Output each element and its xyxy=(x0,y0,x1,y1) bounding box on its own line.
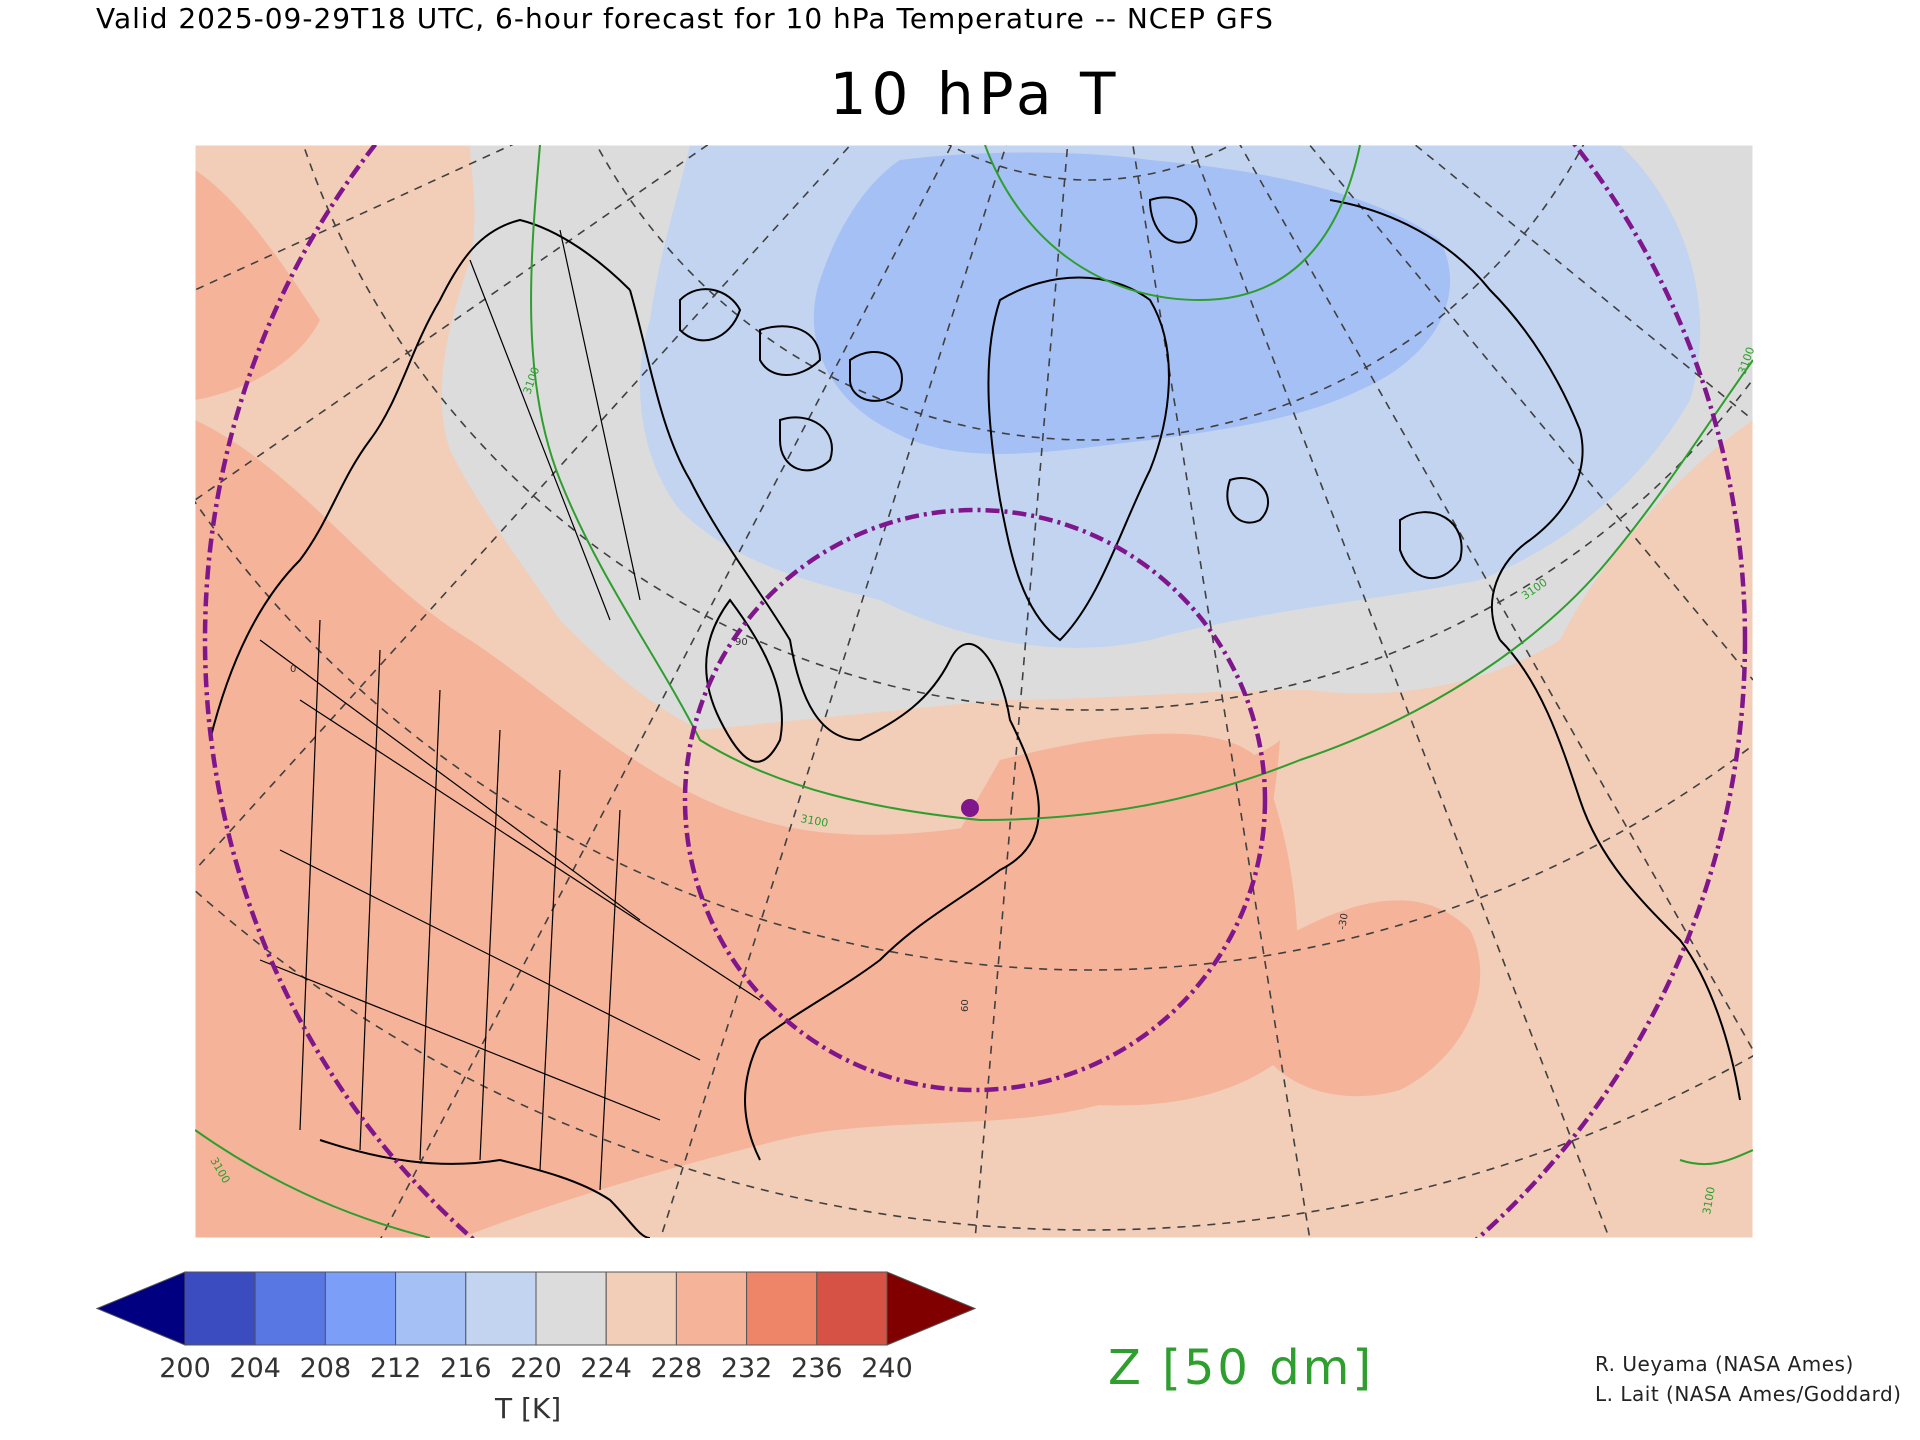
graticule-label-group: 0 60 -30 90 xyxy=(290,637,1351,1012)
colorbar-swatch xyxy=(395,1271,467,1346)
temperature-band-228-232-north-strip xyxy=(195,170,320,400)
map-title: 10 hPa T xyxy=(829,60,1121,128)
contour-label: 3100 xyxy=(799,812,829,830)
temperature-field xyxy=(195,145,1753,1238)
vortex-center-marker xyxy=(961,799,979,817)
colorbar-swatch xyxy=(254,1271,326,1346)
credit-line-1: R. Ueyama (NASA Ames) xyxy=(1595,1352,1854,1376)
colorbar-over-arrow xyxy=(886,1271,977,1346)
graticule-label: -30 xyxy=(1337,913,1351,931)
graticule-label: 90 xyxy=(735,637,748,648)
colorbar-swatch xyxy=(675,1271,748,1346)
colorbar-tick-label: 200 xyxy=(159,1353,211,1384)
colorbar-tick-label: 236 xyxy=(791,1353,843,1384)
colorbar-swatch xyxy=(816,1271,888,1346)
colorbar-tick-label: 220 xyxy=(510,1353,562,1384)
temperature-band-228-232-atlantic xyxy=(936,733,1298,1106)
coastlines xyxy=(209,196,1741,1238)
colorbar-label: T [K] xyxy=(495,1392,562,1425)
political-boundaries xyxy=(259,229,761,1191)
graticule-label: 60 xyxy=(960,999,971,1012)
colorbar xyxy=(95,1271,977,1346)
colorbar-swatch xyxy=(605,1271,677,1346)
temperature-band-228-232-east xyxy=(1250,900,1481,1097)
colorbar-swatch xyxy=(184,1271,256,1346)
latitude-circles xyxy=(195,145,1753,1231)
colorbar-tick-label: 216 xyxy=(440,1353,492,1384)
contour-label: 3100 xyxy=(1700,1186,1718,1216)
overlay-field-label: Z [50 dm] xyxy=(1108,1340,1375,1396)
colorbar-swatch xyxy=(746,1271,818,1346)
temperature-band-212-216 xyxy=(813,152,1451,454)
colorbar-tick-label: 212 xyxy=(369,1353,422,1384)
colorbar-tick-label: 204 xyxy=(229,1353,281,1384)
graticule-label: 0 xyxy=(290,664,296,675)
map-frame xyxy=(194,144,1754,1239)
colorbar-tick-label: 232 xyxy=(720,1353,773,1384)
colorbar-tick-label: 224 xyxy=(580,1353,632,1384)
colorbar-swatch xyxy=(465,1271,537,1346)
colorbar-tick-label: 228 xyxy=(650,1353,703,1384)
colorbar-tick-label: 240 xyxy=(861,1353,913,1384)
colorbar-swatch xyxy=(324,1271,397,1346)
credit-line-2: L. Lait (NASA Ames/Goddard) xyxy=(1595,1382,1902,1406)
vortex-edge xyxy=(202,145,1748,1238)
geopotential-contours xyxy=(195,145,1753,1238)
colorbar-tick-label: 208 xyxy=(299,1353,352,1384)
meridian-lines xyxy=(195,145,1753,1238)
colorbar-under-arrow xyxy=(95,1271,186,1346)
colorbar-swatch xyxy=(535,1271,607,1346)
forecast-valid-line: Valid 2025-09-29T18 UTC, 6-hour forecast… xyxy=(96,2,1274,35)
